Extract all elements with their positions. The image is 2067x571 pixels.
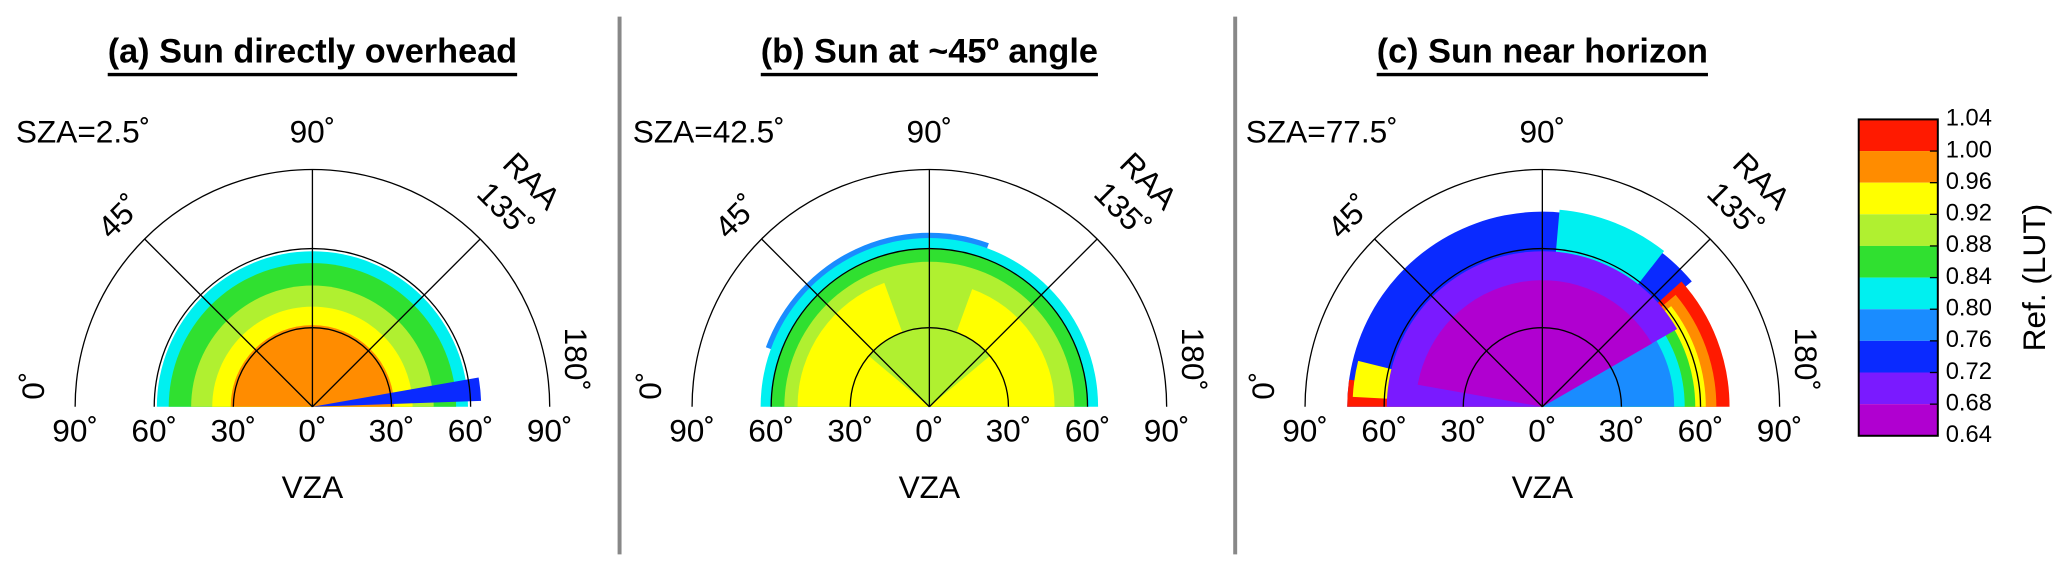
vza-tick-label: 30˚	[1599, 413, 1645, 449]
vza-tick-label: 30˚	[369, 413, 415, 449]
colorbar-tick-label: 0.84	[1946, 264, 1992, 290]
contour-region	[312, 377, 482, 407]
x-axis-label: VZA	[282, 469, 344, 505]
x-axis-label: VZA	[1512, 469, 1574, 505]
vza-tick-label: 30˚	[986, 413, 1032, 449]
vza-tick-label: 90˚	[1757, 413, 1803, 449]
vza-tick-label: 30˚	[210, 413, 256, 449]
raa-45-label: 45˚	[707, 188, 765, 246]
vza-tick-label: 60˚	[131, 413, 177, 449]
colorbar-frame	[1857, 118, 1939, 437]
vza-tick-label: 60˚	[1361, 413, 1407, 449]
vza-tick-label: 30˚	[1440, 413, 1486, 449]
vza-tick-label: 90˚	[1144, 413, 1190, 449]
raa-spoke	[1541, 238, 1711, 408]
panel-title: (a) Sun directly overhead	[108, 33, 517, 71]
colorbar-tick-label: 0.68	[1946, 390, 1992, 416]
colorbar-band	[1858, 372, 1938, 405]
colorbar-tick-label: 0.72	[1946, 359, 1992, 385]
raa-45-label: 45˚	[91, 188, 149, 246]
colorbar-tick-label: 0.64	[1946, 422, 1992, 448]
vza-tick-label: 60˚	[1065, 413, 1111, 449]
vza-tick-label: 60˚	[1678, 413, 1724, 449]
raa-spoke	[311, 238, 481, 408]
colorbar-band	[1858, 404, 1938, 436]
x-axis-label: VZA	[899, 469, 961, 505]
raa-180-label: 180˚	[1788, 328, 1824, 391]
colorbar-tick-label: 0.76	[1946, 327, 1992, 353]
colorbar-band	[1858, 277, 1938, 310]
raa-90-label: 90˚	[1519, 113, 1565, 149]
colorbar-band	[1858, 245, 1938, 278]
vza-tick-label: 90˚	[1282, 413, 1328, 449]
colorbar-band	[1858, 151, 1938, 183]
raa-spoke	[144, 238, 313, 408]
raa-45-label: 45˚	[1320, 188, 1378, 246]
colorbar-tick-label: 0.88	[1946, 232, 1992, 258]
panel-title: (c) Sun near horizon	[1377, 33, 1708, 71]
colorbar-tick-label: 0.96	[1946, 169, 1992, 195]
raa-180-label: 180˚	[1175, 328, 1211, 391]
sza-label: SZA=77.5˚	[1246, 113, 1398, 149]
raa-spoke	[761, 238, 930, 408]
colorbar-band	[1858, 214, 1938, 246]
sza-label: SZA=2.5˚	[16, 113, 150, 149]
colorbar-band	[1858, 119, 1938, 152]
vza-tick-label: 60˚	[448, 413, 494, 449]
panel-title: (b) Sun at ~45º angle	[761, 33, 1098, 71]
raa-spoke	[928, 238, 1098, 408]
colorbar-band	[1858, 182, 1938, 215]
vza-tick-label: 0˚	[1528, 413, 1556, 449]
vza-tick-label: 60˚	[748, 413, 794, 449]
vza-tick-label: 0˚	[915, 413, 943, 449]
colorbar-label: Ref. (LUT)	[2016, 204, 2052, 352]
vza-tick-label: 0˚	[298, 413, 326, 449]
colorbar-band	[1858, 309, 1938, 341]
raa-0-label: 0˚	[15, 372, 51, 400]
vza-tick-label: 90˚	[52, 413, 98, 449]
raa-90-label: 90˚	[906, 113, 952, 149]
colorbar-tick-label: 0.92	[1946, 201, 1992, 227]
colorbar-tick-label: 0.80	[1946, 295, 1992, 321]
raa-spoke	[1374, 238, 1543, 408]
raa-180-label: 180˚	[558, 328, 594, 391]
raa-90-label: 90˚	[290, 113, 336, 149]
raa-0-label: 0˚	[1245, 372, 1281, 400]
colorbar-tick-label: 1.04	[1946, 106, 1992, 132]
raa-0-label: 0˚	[632, 372, 668, 400]
vza-tick-label: 90˚	[669, 413, 715, 449]
vza-tick-label: 30˚	[827, 413, 873, 449]
colorbar-band	[1858, 340, 1938, 373]
colorbar-tick-label: 1.00	[1946, 137, 1992, 163]
contour-region	[1542, 340, 1675, 407]
sza-label: SZA=42.5˚	[633, 113, 785, 149]
vza-tick-label: 90˚	[527, 413, 573, 449]
